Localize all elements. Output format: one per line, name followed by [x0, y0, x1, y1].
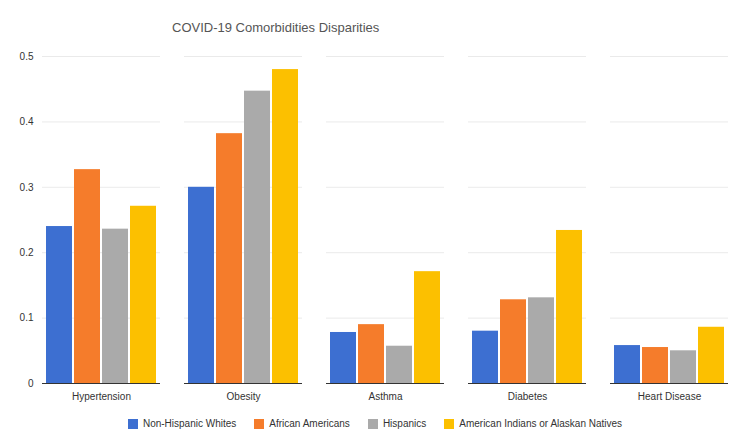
- svg-text:0.2: 0.2: [20, 247, 34, 258]
- svg-text:Asthma: Asthma: [369, 391, 403, 402]
- svg-text:Obesity: Obesity: [227, 391, 261, 402]
- html-text:Non-Hispanic Whites: Non-Hispanic Whites: [142, 418, 237, 429]
- svg-text:0.3: 0.3: [20, 182, 34, 193]
- html-text:Hispanics: Hispanics: [382, 418, 427, 429]
- svg-text:0.4: 0.4: [20, 116, 34, 127]
- svg-text:Heart Disease: Heart Disease: [638, 391, 702, 402]
- svg-text:0.1: 0.1: [20, 312, 34, 323]
- html-text:COVID-19 Comorbidities Dispari: COVID-19 Comorbidities Disparities: [172, 20, 380, 35]
- html-text:American Indians or Alaskan Na: American Indians or Alaskan Natives: [459, 418, 623, 429]
- svg-text:Hypertension: Hypertension: [72, 391, 131, 402]
- svg-text:Diabetes: Diabetes: [508, 391, 547, 402]
- svg-text:0: 0: [28, 378, 34, 389]
- svg-text:0.5: 0.5: [20, 51, 34, 62]
- html-text:African Americans: African Americans: [269, 418, 350, 429]
